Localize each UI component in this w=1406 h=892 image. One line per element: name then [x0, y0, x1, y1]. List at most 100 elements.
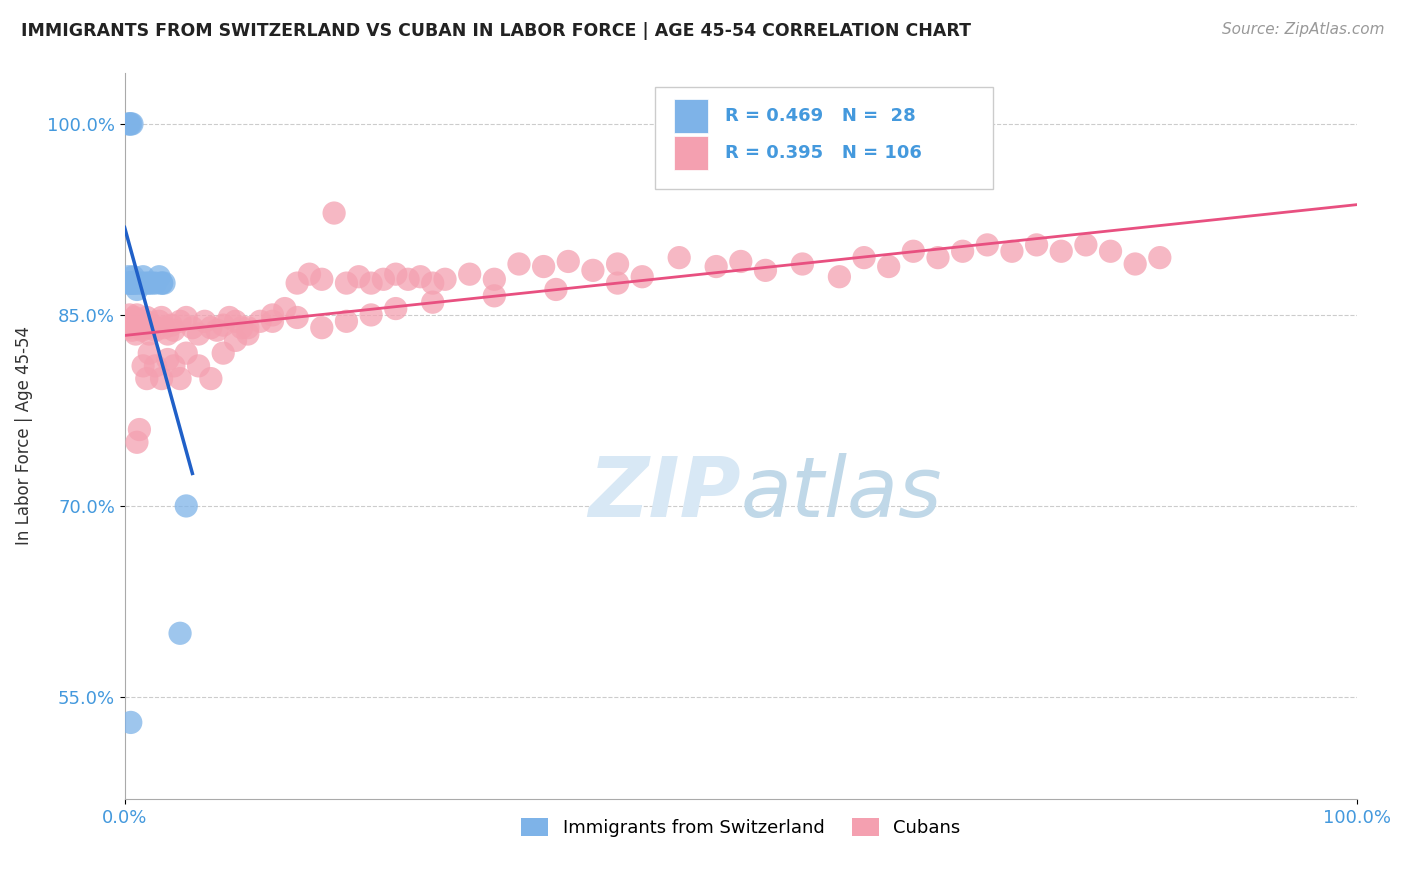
Point — [169, 371, 191, 385]
Point — [122, 269, 145, 284]
Text: atlas: atlas — [741, 453, 942, 534]
Point — [606, 257, 628, 271]
FancyBboxPatch shape — [675, 136, 707, 170]
Point — [236, 326, 259, 341]
Point — [434, 272, 457, 286]
Point — [122, 318, 145, 332]
Point — [360, 308, 382, 322]
Point — [347, 269, 370, 284]
Point — [373, 272, 395, 286]
Point — [274, 301, 297, 316]
FancyBboxPatch shape — [655, 87, 994, 189]
Point — [132, 276, 155, 290]
Point — [129, 320, 152, 334]
Point — [120, 715, 142, 730]
Point — [187, 326, 209, 341]
Point — [311, 320, 333, 334]
Point — [212, 318, 235, 332]
Point — [134, 320, 156, 334]
Point — [125, 326, 148, 341]
Point — [218, 310, 240, 325]
Point — [145, 276, 167, 290]
Point — [132, 269, 155, 284]
Point — [145, 359, 167, 373]
Point — [205, 323, 228, 337]
Legend: Immigrants from Switzerland, Cubans: Immigrants from Switzerland, Cubans — [515, 811, 967, 844]
Text: ZIP: ZIP — [588, 453, 741, 534]
Point — [396, 272, 419, 286]
Point — [952, 244, 974, 259]
Point — [153, 320, 176, 334]
Point — [1149, 251, 1171, 265]
Point — [160, 318, 183, 332]
Point — [200, 320, 222, 334]
Point — [150, 371, 173, 385]
Point — [298, 267, 321, 281]
Point — [132, 318, 155, 332]
Point — [311, 272, 333, 286]
Point — [141, 276, 163, 290]
Point — [148, 269, 170, 284]
Point — [285, 310, 308, 325]
Point — [225, 314, 247, 328]
Point — [1001, 244, 1024, 259]
Point — [118, 117, 141, 131]
Point — [125, 276, 148, 290]
Point — [120, 276, 142, 290]
Point — [132, 359, 155, 373]
Point — [903, 244, 925, 259]
Point — [1099, 244, 1122, 259]
Point — [124, 276, 146, 290]
Point — [422, 295, 444, 310]
Point — [236, 320, 259, 334]
Point — [135, 314, 157, 328]
Point — [877, 260, 900, 274]
Point — [360, 276, 382, 290]
Point — [135, 276, 157, 290]
Point — [120, 314, 142, 328]
Point — [262, 308, 284, 322]
Point — [163, 323, 186, 337]
Point — [458, 267, 481, 281]
Point — [544, 283, 567, 297]
Point — [174, 499, 197, 513]
Point — [1050, 244, 1073, 259]
Point — [384, 267, 406, 281]
Point — [335, 276, 357, 290]
Point — [124, 310, 146, 325]
Point — [853, 251, 876, 265]
Point — [121, 117, 143, 131]
FancyBboxPatch shape — [675, 99, 707, 133]
Text: IMMIGRANTS FROM SWITZERLAND VS CUBAN IN LABOR FORCE | AGE 45-54 CORRELATION CHAR: IMMIGRANTS FROM SWITZERLAND VS CUBAN IN … — [21, 22, 972, 40]
Point — [125, 435, 148, 450]
Point — [335, 314, 357, 328]
Point — [145, 323, 167, 337]
Point — [754, 263, 776, 277]
Point — [169, 314, 191, 328]
Point — [422, 276, 444, 290]
Point — [704, 260, 727, 274]
Point — [557, 254, 579, 268]
Point — [976, 238, 998, 252]
Point — [117, 276, 139, 290]
Point — [606, 276, 628, 290]
Point — [138, 276, 160, 290]
Point — [128, 314, 150, 328]
Point — [231, 320, 253, 334]
Point — [285, 276, 308, 290]
Point — [508, 257, 530, 271]
Y-axis label: In Labor Force | Age 45-54: In Labor Force | Age 45-54 — [15, 326, 32, 545]
Point — [128, 276, 150, 290]
Point — [187, 359, 209, 373]
Point — [1025, 238, 1047, 252]
Point — [118, 276, 141, 290]
Point — [150, 310, 173, 325]
Point — [131, 323, 153, 337]
Point — [225, 334, 247, 348]
Point — [117, 117, 139, 131]
Point — [484, 289, 506, 303]
Text: Source: ZipAtlas.com: Source: ZipAtlas.com — [1222, 22, 1385, 37]
Point — [384, 301, 406, 316]
Point — [138, 326, 160, 341]
Point — [181, 320, 204, 334]
